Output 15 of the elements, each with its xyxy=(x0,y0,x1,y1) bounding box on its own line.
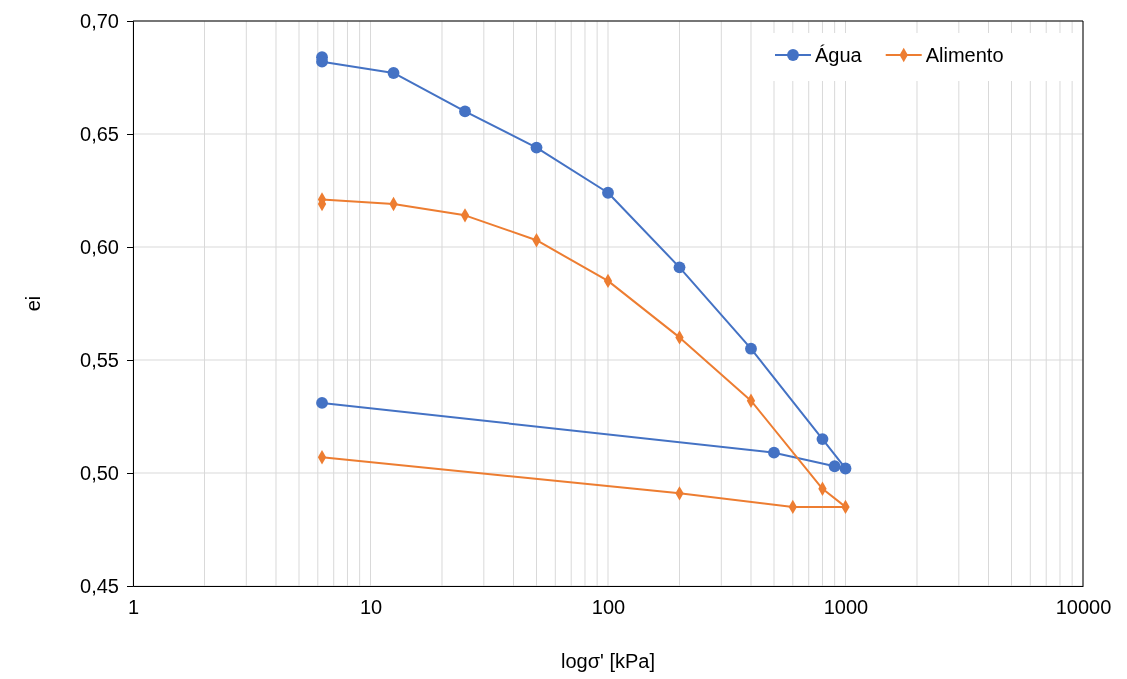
y-tick-label: 0,55 xyxy=(80,348,119,371)
x-tick-label: 1 xyxy=(127,596,140,619)
y-tick-label: 0,45 xyxy=(80,574,119,597)
x-tick-label: 1000 xyxy=(823,596,869,619)
x-axis-title: logσ' [kPa] xyxy=(561,650,655,672)
legend-label: Água xyxy=(815,44,863,66)
y-tick-label: 0,65 xyxy=(80,122,119,145)
y-axis-title: ei xyxy=(22,295,44,312)
y-tick-label: 0,70 xyxy=(80,9,119,32)
x-tick-label: 10000 xyxy=(1055,596,1112,619)
legend-label: Alimento xyxy=(925,44,1004,66)
x-tick-label: 100 xyxy=(591,596,626,619)
y-tick-label: 0,60 xyxy=(80,235,119,258)
x-tick-label: 10 xyxy=(359,596,383,619)
y-tick-label: 0,50 xyxy=(80,461,119,484)
